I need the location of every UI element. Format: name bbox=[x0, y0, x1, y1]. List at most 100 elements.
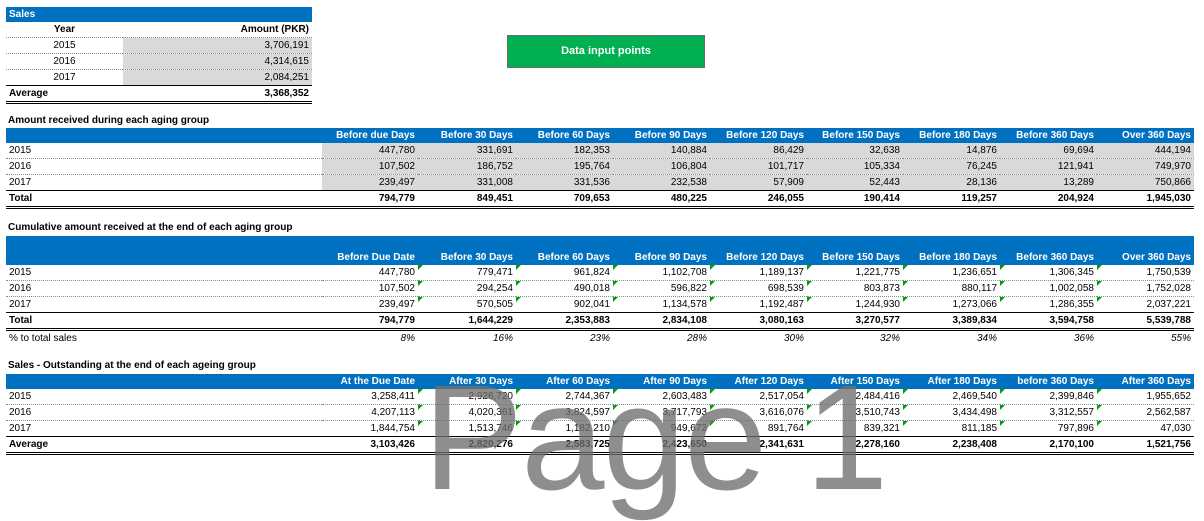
value-cell[interactable]: 1,513,746 bbox=[418, 420, 516, 437]
value-cell[interactable]: 1,221,775 bbox=[807, 265, 903, 281]
value-cell[interactable]: 1,192,487 bbox=[710, 296, 807, 313]
value-cell[interactable]: 331,691 bbox=[418, 143, 516, 159]
value-cell[interactable]: 891,764 bbox=[710, 420, 807, 437]
total-cell: 1,644,229 bbox=[418, 312, 516, 331]
value-cell[interactable]: 447,780 bbox=[322, 265, 418, 281]
value-cell[interactable]: 2,484,416 bbox=[807, 389, 903, 405]
value-cell[interactable]: 750,866 bbox=[1097, 174, 1194, 191]
value-cell[interactable]: 186,752 bbox=[418, 158, 516, 175]
sales-amount-cell[interactable]: 4,314,615 bbox=[123, 53, 312, 70]
value-cell[interactable]: 961,824 bbox=[516, 265, 613, 281]
value-cell[interactable]: 52,443 bbox=[807, 174, 903, 191]
value-cell[interactable]: 3,510,743 bbox=[807, 404, 903, 421]
value-cell[interactable]: 839,321 bbox=[807, 420, 903, 437]
value-cell[interactable]: 140,884 bbox=[613, 143, 710, 159]
value-cell[interactable]: 13,289 bbox=[1000, 174, 1097, 191]
value-cell[interactable]: 76,245 bbox=[903, 158, 1000, 175]
value-cell[interactable]: 32,638 bbox=[807, 143, 903, 159]
value-cell[interactable]: 1,189,137 bbox=[710, 265, 807, 281]
value-cell[interactable]: 2,926,720 bbox=[418, 389, 516, 405]
value-cell[interactable]: 1,752,028 bbox=[1097, 280, 1194, 297]
value-cell[interactable]: 2,562,587 bbox=[1097, 404, 1194, 421]
column-header: Before due Days bbox=[322, 128, 418, 143]
value-cell[interactable]: 1,236,651 bbox=[903, 265, 1000, 281]
value-cell[interactable]: 2,744,367 bbox=[516, 389, 613, 405]
value-cell[interactable]: 106,804 bbox=[613, 158, 710, 175]
value-cell[interactable]: 294,254 bbox=[418, 280, 516, 297]
value-cell[interactable]: 47,030 bbox=[1097, 420, 1194, 437]
total-cell: 2,423,650 bbox=[613, 436, 710, 455]
value-cell[interactable]: 2,469,540 bbox=[903, 389, 1000, 405]
total-cell: 2,341,631 bbox=[710, 436, 807, 455]
total-cell: 119,257 bbox=[903, 190, 1000, 209]
value-cell[interactable]: 4,207,113 bbox=[322, 404, 418, 421]
value-cell[interactable]: 803,873 bbox=[807, 280, 903, 297]
value-cell[interactable]: 239,497 bbox=[322, 296, 418, 313]
value-cell[interactable]: 797,896 bbox=[1000, 420, 1097, 437]
value-cell[interactable]: 1,244,930 bbox=[807, 296, 903, 313]
value-cell[interactable]: 1,955,652 bbox=[1097, 389, 1194, 405]
value-cell[interactable]: 880,117 bbox=[903, 280, 1000, 297]
value-cell[interactable]: 107,502 bbox=[322, 280, 418, 297]
value-cell[interactable]: 105,334 bbox=[807, 158, 903, 175]
value-cell[interactable]: 3,824,597 bbox=[516, 404, 613, 421]
value-cell[interactable]: 182,353 bbox=[516, 143, 613, 159]
value-cell[interactable]: 1,002,058 bbox=[1000, 280, 1097, 297]
value-cell[interactable]: 3,312,557 bbox=[1000, 404, 1097, 421]
value-cell[interactable]: 3,616,076 bbox=[710, 404, 807, 421]
value-cell[interactable]: 1,273,066 bbox=[903, 296, 1000, 313]
total-cell: 3,594,758 bbox=[1000, 312, 1097, 331]
value-cell[interactable]: 2,037,221 bbox=[1097, 296, 1194, 313]
sales-title: Sales bbox=[6, 7, 123, 22]
value-cell[interactable]: 444,194 bbox=[1097, 143, 1194, 159]
column-header: After 90 Days bbox=[613, 374, 710, 389]
value-cell[interactable]: 1,134,578 bbox=[613, 296, 710, 313]
value-cell[interactable]: 447,780 bbox=[322, 143, 418, 159]
sales-amount-cell[interactable]: 2,084,251 bbox=[123, 69, 312, 86]
value-cell[interactable]: 949,672 bbox=[613, 420, 710, 437]
value-cell[interactable]: 1,844,754 bbox=[322, 420, 418, 437]
value-cell[interactable]: 4,020,361 bbox=[418, 404, 516, 421]
value-cell[interactable]: 331,008 bbox=[418, 174, 516, 191]
value-cell[interactable]: 570,505 bbox=[418, 296, 516, 313]
value-cell[interactable]: 107,502 bbox=[322, 158, 418, 175]
value-cell[interactable]: 2,399,846 bbox=[1000, 389, 1097, 405]
formula-indicator-icon bbox=[1097, 281, 1102, 286]
sales-year: 2016 bbox=[6, 53, 123, 70]
value-cell[interactable]: 121,941 bbox=[1000, 158, 1097, 175]
formula-indicator-icon bbox=[516, 265, 521, 270]
value-cell[interactable]: 3,717,793 bbox=[613, 404, 710, 421]
value-cell[interactable]: 14,876 bbox=[903, 143, 1000, 159]
value-cell[interactable]: 596,822 bbox=[613, 280, 710, 297]
value-cell[interactable]: 232,538 bbox=[613, 174, 710, 191]
value-cell[interactable]: 490,018 bbox=[516, 280, 613, 297]
value-cell[interactable]: 1,102,708 bbox=[613, 265, 710, 281]
value-cell[interactable]: 698,539 bbox=[710, 280, 807, 297]
value-cell[interactable]: 2,517,054 bbox=[710, 389, 807, 405]
value-cell[interactable]: 1,286,355 bbox=[1000, 296, 1097, 313]
value-cell[interactable]: 3,258,411 bbox=[322, 389, 418, 405]
value-cell[interactable]: 1,306,345 bbox=[1000, 265, 1097, 281]
value-cell[interactable]: 902,041 bbox=[516, 296, 613, 313]
value-cell[interactable]: 779,471 bbox=[418, 265, 516, 281]
value-cell[interactable]: 749,970 bbox=[1097, 158, 1194, 175]
value-cell[interactable]: 69,694 bbox=[1000, 143, 1097, 159]
value-cell[interactable]: 195,764 bbox=[516, 158, 613, 175]
total-row: Average 3,103,426 2,820,276 2,583,725 2,423,… bbox=[6, 436, 1194, 455]
value-cell[interactable]: 1,750,539 bbox=[1097, 265, 1194, 281]
table-row: 2017 1,844,754 1,513,746 1,182,210 949,672 89… bbox=[6, 420, 1194, 437]
value-cell[interactable]: 101,717 bbox=[710, 158, 807, 175]
total-row: Total 794,779 849,451 709,653 480,225 246,055… bbox=[6, 190, 1194, 209]
value-cell[interactable]: 1,182,210 bbox=[516, 420, 613, 437]
value-cell[interactable]: 239,497 bbox=[322, 174, 418, 191]
value-cell[interactable]: 28,136 bbox=[903, 174, 1000, 191]
value-cell[interactable]: 2,603,483 bbox=[613, 389, 710, 405]
value-cell[interactable]: 57,909 bbox=[710, 174, 807, 191]
value-cell[interactable]: 3,434,498 bbox=[903, 404, 1000, 421]
outstanding-title: Sales - Outstanding at the end of each a… bbox=[8, 360, 256, 371]
sales-amount-cell[interactable]: 3,706,191 bbox=[123, 37, 312, 54]
value-cell[interactable]: 331,536 bbox=[516, 174, 613, 191]
value-cell[interactable]: 811,185 bbox=[903, 420, 1000, 437]
percent-cell: 55% bbox=[1170, 333, 1191, 344]
value-cell[interactable]: 86,429 bbox=[710, 143, 807, 159]
